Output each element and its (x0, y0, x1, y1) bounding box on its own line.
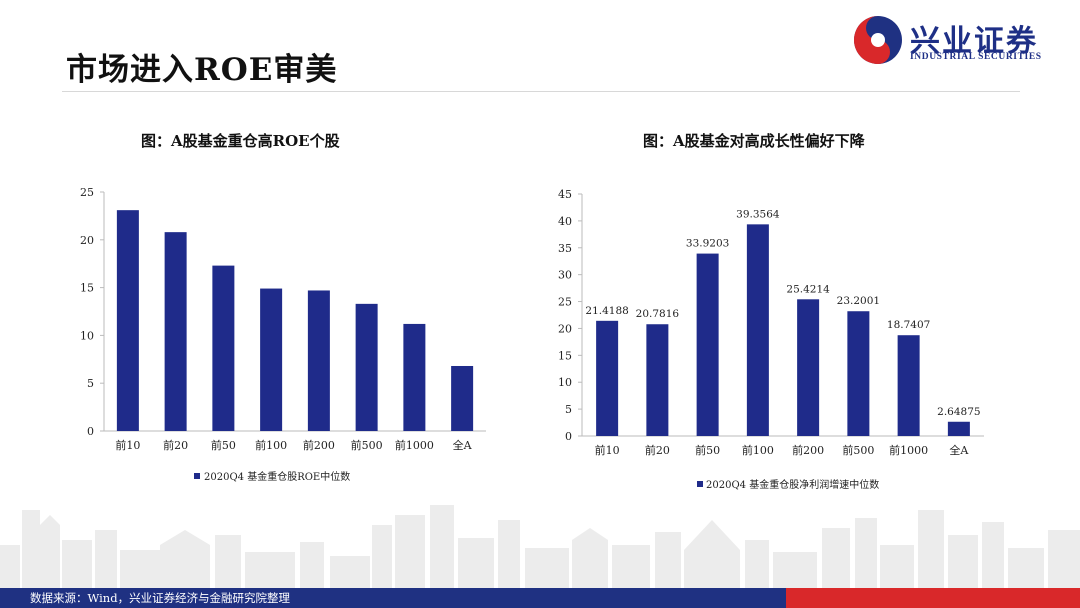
right-bar-2 (696, 253, 719, 436)
right-x-tick-label: 前20 (645, 443, 670, 457)
right-y-tick-label: 10 (558, 376, 572, 389)
right-bar-7 (947, 421, 970, 436)
right-bar-0 (596, 320, 619, 436)
right-y-tick-label: 45 (558, 188, 572, 201)
footer-bar: 数据来源：Wind，兴业证券经济与金融研究院整理 (0, 588, 1080, 608)
right-bar-5 (847, 311, 870, 436)
right-y-tick-label: 40 (558, 215, 572, 228)
right-x-tick-label: 前1000 (889, 443, 928, 457)
city-skyline-decoration (0, 505, 1080, 590)
left-legend-swatch (194, 473, 200, 479)
right-data-label: 25.4214 (786, 283, 830, 295)
chart-left-title: 图：A股基金重仓高ROE个股 (141, 132, 340, 150)
chart-right-title: 图：A股基金对高成长性偏好下降 (643, 132, 865, 150)
right-data-label: 33.9203 (686, 238, 729, 250)
right-y-tick-label: 5 (565, 403, 572, 416)
logo-emblem-icon (854, 16, 902, 64)
legend-right-label: 2020Q4 基金重仓股净利润增速中位数 (706, 478, 879, 491)
right-x-tick-label: 前50 (695, 443, 720, 457)
right-y-tick-label: 35 (558, 242, 572, 255)
right-y-tick-label: 15 (558, 349, 572, 362)
right-bar-6 (897, 335, 920, 436)
page-title: 市场进入ROE审美 (66, 52, 338, 88)
right-x-tick-label: 前100 (742, 443, 774, 457)
left-bar-7 (451, 365, 474, 431)
left-bar-3 (260, 288, 283, 431)
left-bar-5 (355, 303, 378, 431)
left-x-tick-label: 前100 (255, 438, 287, 452)
right-y-tick-label: 0 (565, 430, 572, 443)
left-y-tick-label: 25 (80, 186, 94, 199)
right-data-label: 18.7407 (887, 319, 930, 331)
left-y-tick-label: 0 (87, 425, 94, 438)
left-bar-0 (116, 210, 139, 431)
left-y-tick-label: 20 (80, 234, 94, 247)
footer-source-note: 数据来源：Wind，兴业证券经济与金融研究院整理 (30, 591, 291, 605)
left-y-tick-label: 10 (80, 329, 94, 342)
right-data-label: 2.64875 (937, 406, 980, 418)
left-bar-6 (403, 323, 426, 431)
left-y-tick-label: 5 (87, 377, 94, 390)
right-bar-3 (746, 224, 769, 436)
right-data-label: 20.7816 (636, 308, 680, 320)
right-x-tick-label: 前200 (792, 443, 824, 457)
right-y-tick-label: 25 (558, 296, 572, 309)
right-data-label: 23.2001 (837, 295, 880, 307)
left-x-tick-label: 前200 (303, 438, 335, 452)
right-y-tick-label: 20 (558, 322, 572, 335)
right-x-tick-label: 全A (949, 443, 969, 457)
logo-name: 兴业证券 (910, 24, 1038, 59)
footer-blue-band (0, 588, 786, 608)
brand-logo: 兴业证券 INDUSTRIAL SECURITIES (852, 14, 1067, 68)
right-bar-1 (646, 324, 669, 436)
right-bar-4 (797, 299, 820, 436)
left-bar-4 (307, 290, 330, 431)
logo-subtitle: INDUSTRIAL SECURITIES (910, 52, 1042, 62)
right-data-label: 21.4188 (585, 305, 628, 317)
left-x-tick-label: 前20 (163, 438, 188, 452)
left-x-tick-label: 前10 (115, 438, 140, 452)
right-y-tick-label: 30 (558, 269, 572, 282)
left-x-tick-label: 前500 (351, 438, 383, 452)
title-divider (62, 91, 1020, 92)
left-x-tick-label: 全A (453, 438, 473, 452)
left-bar-2 (212, 265, 235, 431)
footer-red-band (786, 588, 1080, 608)
left-x-tick-label: 前1000 (395, 438, 434, 452)
right-x-tick-label: 前10 (595, 443, 620, 457)
right-x-tick-label: 前500 (842, 443, 874, 457)
right-legend-swatch (697, 481, 703, 487)
left-x-tick-label: 前50 (211, 438, 236, 452)
right-data-label: 39.3564 (736, 208, 780, 220)
left-bar-1 (164, 232, 187, 431)
left-y-tick-label: 15 (80, 282, 94, 295)
legend-left-label: 2020Q4 基金重仓股ROE中位数 (204, 470, 350, 483)
